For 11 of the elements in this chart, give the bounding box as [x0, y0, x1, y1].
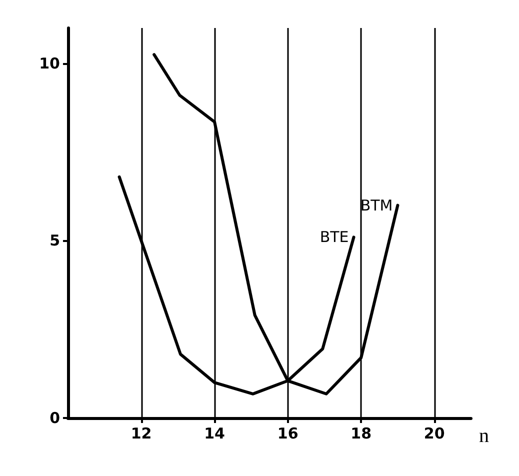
x-tick-label: 12	[130, 424, 152, 442]
y-tick-label: 0	[50, 409, 60, 427]
x-axis-title: n	[479, 425, 489, 447]
y-tick-label: 10	[39, 54, 60, 72]
x-tick-label: 14	[204, 424, 225, 442]
x-tick-label: 20	[424, 424, 445, 442]
series-label: BTE	[320, 228, 349, 246]
series-label: BTM	[360, 196, 393, 214]
y-tick-label: 5	[50, 232, 60, 250]
x-tick-label: 16	[277, 424, 298, 442]
x-tick-label: 18	[350, 424, 372, 442]
